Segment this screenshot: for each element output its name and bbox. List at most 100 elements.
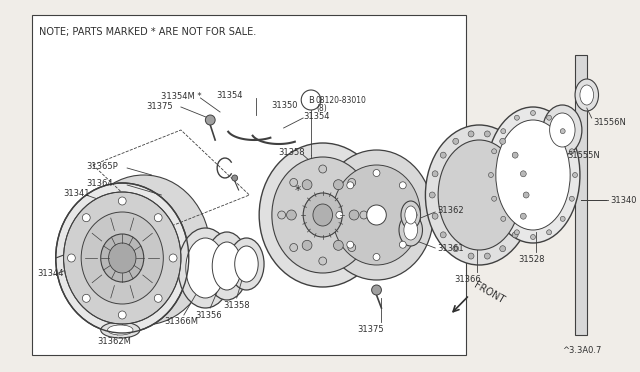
- Ellipse shape: [229, 238, 264, 290]
- Circle shape: [570, 149, 574, 154]
- Circle shape: [154, 214, 162, 222]
- Circle shape: [547, 230, 552, 235]
- Text: 08120-83010: 08120-83010: [316, 96, 367, 105]
- Circle shape: [349, 210, 359, 220]
- Text: NOTE; PARTS MARKED * ARE NOT FOR SALE.: NOTE; PARTS MARKED * ARE NOT FOR SALE.: [39, 27, 257, 37]
- Circle shape: [399, 241, 406, 248]
- Ellipse shape: [496, 120, 570, 230]
- Circle shape: [520, 171, 526, 177]
- Circle shape: [347, 241, 354, 248]
- Circle shape: [531, 110, 536, 115]
- Text: 31375: 31375: [357, 326, 383, 334]
- Circle shape: [333, 240, 343, 250]
- Ellipse shape: [178, 228, 233, 308]
- Text: (8): (8): [316, 103, 326, 112]
- Text: 31366: 31366: [455, 276, 481, 285]
- Circle shape: [154, 294, 162, 302]
- Circle shape: [399, 182, 406, 189]
- Text: 31362: 31362: [437, 205, 464, 215]
- Circle shape: [500, 138, 506, 144]
- Text: 31340: 31340: [611, 196, 637, 205]
- Circle shape: [515, 115, 519, 120]
- Circle shape: [500, 246, 506, 252]
- Ellipse shape: [77, 175, 211, 325]
- Text: 31350: 31350: [272, 100, 298, 109]
- Circle shape: [484, 253, 490, 259]
- Circle shape: [319, 165, 326, 173]
- Circle shape: [488, 173, 493, 177]
- Ellipse shape: [550, 113, 575, 147]
- Circle shape: [302, 240, 312, 250]
- Text: 31354: 31354: [303, 112, 330, 121]
- Circle shape: [468, 131, 474, 137]
- Circle shape: [573, 173, 577, 177]
- Text: FRONT: FRONT: [472, 280, 506, 306]
- Circle shape: [319, 257, 326, 265]
- Ellipse shape: [108, 325, 133, 335]
- Ellipse shape: [320, 150, 433, 280]
- Circle shape: [367, 205, 387, 225]
- Text: 31555N: 31555N: [567, 151, 600, 160]
- Ellipse shape: [543, 105, 582, 155]
- Circle shape: [547, 115, 552, 120]
- Text: *: *: [295, 183, 301, 196]
- Circle shape: [360, 211, 368, 219]
- Circle shape: [169, 254, 177, 262]
- Ellipse shape: [575, 79, 598, 111]
- Circle shape: [348, 244, 356, 251]
- Circle shape: [410, 212, 417, 218]
- Circle shape: [560, 129, 565, 134]
- Circle shape: [373, 253, 380, 260]
- Circle shape: [287, 210, 296, 220]
- Ellipse shape: [580, 85, 594, 105]
- Text: 31354: 31354: [216, 90, 243, 99]
- Text: 31364: 31364: [86, 179, 113, 187]
- Circle shape: [372, 285, 381, 295]
- Ellipse shape: [259, 143, 387, 287]
- Ellipse shape: [405, 206, 417, 224]
- Text: 31528: 31528: [518, 256, 545, 264]
- Bar: [575, 55, 587, 335]
- Text: 31354M *: 31354M *: [161, 92, 202, 100]
- Circle shape: [512, 232, 518, 238]
- Circle shape: [492, 196, 497, 201]
- Ellipse shape: [186, 238, 225, 298]
- Circle shape: [278, 211, 285, 219]
- Ellipse shape: [109, 243, 136, 273]
- Ellipse shape: [303, 193, 342, 237]
- Ellipse shape: [56, 183, 189, 333]
- Ellipse shape: [313, 204, 333, 226]
- Text: 31361: 31361: [437, 244, 464, 253]
- Circle shape: [205, 115, 215, 125]
- Ellipse shape: [438, 140, 520, 250]
- Text: 31556N: 31556N: [594, 118, 627, 126]
- Circle shape: [440, 152, 446, 158]
- Text: 31341: 31341: [63, 189, 90, 198]
- Ellipse shape: [63, 192, 181, 324]
- Ellipse shape: [399, 214, 422, 246]
- Circle shape: [452, 246, 459, 252]
- Circle shape: [347, 182, 354, 189]
- Circle shape: [348, 179, 356, 186]
- Text: 31375: 31375: [147, 102, 173, 110]
- Ellipse shape: [486, 107, 580, 243]
- Ellipse shape: [81, 212, 163, 304]
- Circle shape: [232, 175, 237, 181]
- Circle shape: [560, 217, 565, 221]
- Text: ^3.3A0.7: ^3.3A0.7: [562, 346, 602, 355]
- Circle shape: [67, 254, 76, 262]
- Circle shape: [118, 197, 126, 205]
- Text: B: B: [308, 96, 314, 105]
- Ellipse shape: [272, 157, 374, 273]
- Circle shape: [302, 180, 312, 190]
- Circle shape: [524, 192, 529, 198]
- Ellipse shape: [401, 201, 420, 229]
- Circle shape: [570, 196, 574, 201]
- Circle shape: [468, 253, 474, 259]
- Circle shape: [336, 212, 343, 218]
- Circle shape: [515, 230, 519, 235]
- Text: 31344: 31344: [37, 269, 63, 278]
- Text: 31362M: 31362M: [98, 337, 132, 346]
- Circle shape: [531, 234, 536, 240]
- Ellipse shape: [404, 220, 417, 240]
